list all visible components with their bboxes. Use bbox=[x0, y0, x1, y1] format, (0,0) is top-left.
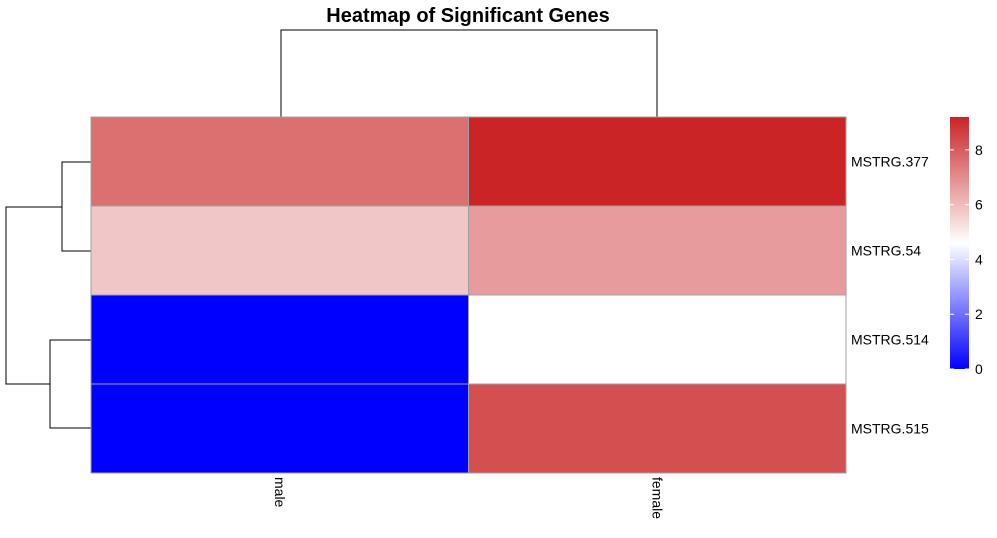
legend-tick-label: 6 bbox=[975, 197, 983, 213]
row-dendrogram bbox=[5, 161, 91, 429]
legend-tick-label: 8 bbox=[975, 142, 983, 158]
heatmap-cell-mstrg-514-male bbox=[90, 294, 469, 385]
row-dendrogram-branch-top bbox=[61, 161, 91, 252]
row-dendrogram-branch-bottom bbox=[49, 339, 91, 429]
legend-tick-label: 0 bbox=[975, 361, 983, 377]
heatmap-cell-mstrg-514-female bbox=[468, 294, 847, 385]
chart-title: Heatmap of Significant Genes bbox=[326, 5, 609, 27]
row-labels: MSTRG.377 MSTRG.54 MSTRG.514 MSTRG.515 bbox=[851, 154, 929, 437]
row-label: MSTRG.377 bbox=[851, 154, 929, 170]
column-labels: male female bbox=[272, 477, 666, 519]
heatmap-cells bbox=[90, 116, 847, 474]
column-label: female bbox=[649, 477, 665, 519]
column-label: male bbox=[272, 477, 288, 508]
heatmap-cell-mstrg-515-male bbox=[90, 383, 469, 474]
color-legend-bar bbox=[950, 117, 969, 369]
heatmap-cell-mstrg-54-male bbox=[90, 205, 469, 296]
heatmap-cell-mstrg-54-female bbox=[468, 205, 847, 296]
legend-tick-label: 4 bbox=[975, 251, 983, 267]
color-legend: 0 2 4 6 8 bbox=[950, 117, 983, 377]
row-label: MSTRG.514 bbox=[851, 332, 929, 348]
row-label: MSTRG.54 bbox=[851, 243, 921, 259]
color-legend-ticks: 0 2 4 6 8 bbox=[950, 142, 983, 377]
heatmap-cell-mstrg-515-female bbox=[468, 383, 847, 474]
heatmap-cell-mstrg-377-male bbox=[90, 116, 469, 207]
legend-tick-label: 2 bbox=[975, 306, 983, 322]
column-dendrogram bbox=[280, 29, 658, 117]
heatmap-cell-mstrg-377-female bbox=[468, 116, 847, 207]
column-dendrogram-branch bbox=[280, 29, 658, 117]
row-dendrogram-root bbox=[5, 206, 62, 385]
row-label: MSTRG.515 bbox=[851, 421, 929, 437]
